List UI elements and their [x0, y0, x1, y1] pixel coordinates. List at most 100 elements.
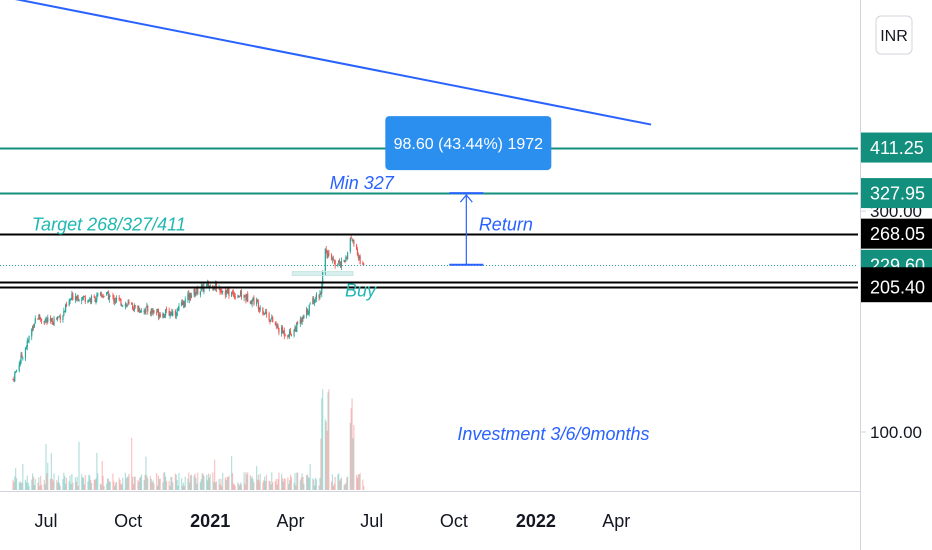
candle-body — [268, 313, 270, 321]
price-tag: 411.25 — [861, 132, 932, 163]
currency-button[interactable]: INR — [875, 15, 913, 55]
volume-bar — [197, 472, 199, 490]
volume-bar — [38, 477, 40, 490]
volume-bar — [64, 475, 66, 490]
candle-body — [82, 296, 85, 298]
candle-body — [332, 258, 334, 261]
volume-bar — [109, 481, 111, 490]
candle-body — [70, 298, 72, 300]
candle-body — [187, 293, 189, 300]
candle-body — [101, 295, 103, 297]
candle-body — [320, 292, 322, 294]
volume-bar — [162, 482, 164, 490]
volume-bar — [78, 441, 80, 490]
volume-bar — [259, 473, 261, 490]
candle-body — [263, 312, 265, 314]
volume-bar — [82, 477, 85, 490]
candle-body — [189, 293, 192, 299]
candle-body — [358, 255, 360, 258]
time-axis-label: Oct — [114, 511, 142, 531]
candle-body — [19, 362, 21, 366]
volume-bar — [84, 475, 86, 490]
candle-body — [181, 302, 183, 306]
candle-body — [275, 324, 277, 326]
candle-body — [308, 304, 310, 314]
candle-body — [271, 317, 273, 319]
volume-bar — [137, 479, 139, 490]
level-lines — [0, 0, 858, 289]
volume-bar — [170, 476, 172, 490]
volume-bar — [246, 474, 248, 490]
candle-body — [270, 318, 272, 322]
price-tag-label: 205.40 — [870, 278, 925, 298]
candle-body — [106, 292, 108, 296]
candle-body — [269, 320, 271, 322]
volume-bar — [196, 483, 198, 490]
volume-bar — [233, 484, 235, 490]
candle-body — [137, 305, 139, 312]
volume-bar — [362, 479, 364, 490]
currency-button-frame[interactable] — [875, 15, 913, 55]
candle-body — [156, 309, 159, 313]
candle-body — [26, 340, 28, 348]
volume-bar — [103, 485, 105, 490]
volume-bar — [43, 479, 45, 490]
price-tag: 205.40 — [861, 272, 932, 303]
volume-bar — [172, 482, 174, 490]
volume-bar — [270, 484, 272, 490]
volume-bar — [51, 478, 53, 490]
candle-body — [43, 321, 45, 323]
volume-bar — [202, 473, 204, 490]
candle-body — [209, 284, 211, 287]
candle-body — [125, 303, 127, 305]
candle-body — [59, 316, 61, 320]
candle-body — [355, 244, 358, 249]
volume-bar — [156, 485, 159, 490]
candle-body — [64, 311, 66, 313]
candle-body — [181, 301, 184, 305]
candle-body — [39, 315, 41, 319]
candle-body — [174, 310, 176, 316]
volume-bar — [49, 478, 52, 490]
candle-body — [243, 294, 245, 299]
candles — [12, 235, 365, 383]
volume-bar — [19, 481, 21, 490]
time-axis-label: 2021 — [190, 511, 230, 531]
candle-body — [103, 295, 105, 297]
volume-bar — [349, 422, 351, 490]
volume-bar — [144, 474, 146, 490]
volume-bar — [334, 476, 336, 490]
price-tag-label: 268.05 — [870, 224, 925, 244]
candle-body — [252, 298, 254, 301]
volume-bar — [119, 479, 121, 490]
candle-body — [356, 248, 359, 256]
candle-body — [284, 335, 286, 337]
volume-bar — [125, 478, 127, 490]
candle-body — [162, 313, 164, 318]
candle-body — [234, 296, 236, 299]
volume-bar — [338, 480, 341, 490]
candle-body — [28, 336, 30, 340]
candle-body — [32, 325, 34, 329]
candle-body — [189, 292, 191, 300]
candle-body — [278, 327, 280, 334]
price-tag-bg — [861, 178, 932, 209]
candle-body — [107, 291, 110, 300]
candle-body — [238, 295, 240, 297]
volume-bar — [95, 478, 97, 490]
volume-bar — [32, 473, 34, 490]
volume-bar — [276, 484, 278, 490]
volume-bar — [306, 474, 309, 490]
price-tag: 268.05 — [861, 218, 932, 249]
volume-bar — [356, 477, 359, 490]
volume-bar — [25, 482, 27, 490]
volume-bar — [251, 476, 253, 490]
price-tag-bg — [861, 272, 932, 303]
candle-body — [170, 312, 172, 315]
volume-bar — [289, 480, 291, 490]
currency-button-label[interactable]: INR — [880, 28, 908, 45]
volume-bar — [231, 473, 234, 490]
volume-bar — [278, 472, 280, 490]
candle-body — [138, 308, 140, 312]
volume-bar — [40, 484, 43, 490]
